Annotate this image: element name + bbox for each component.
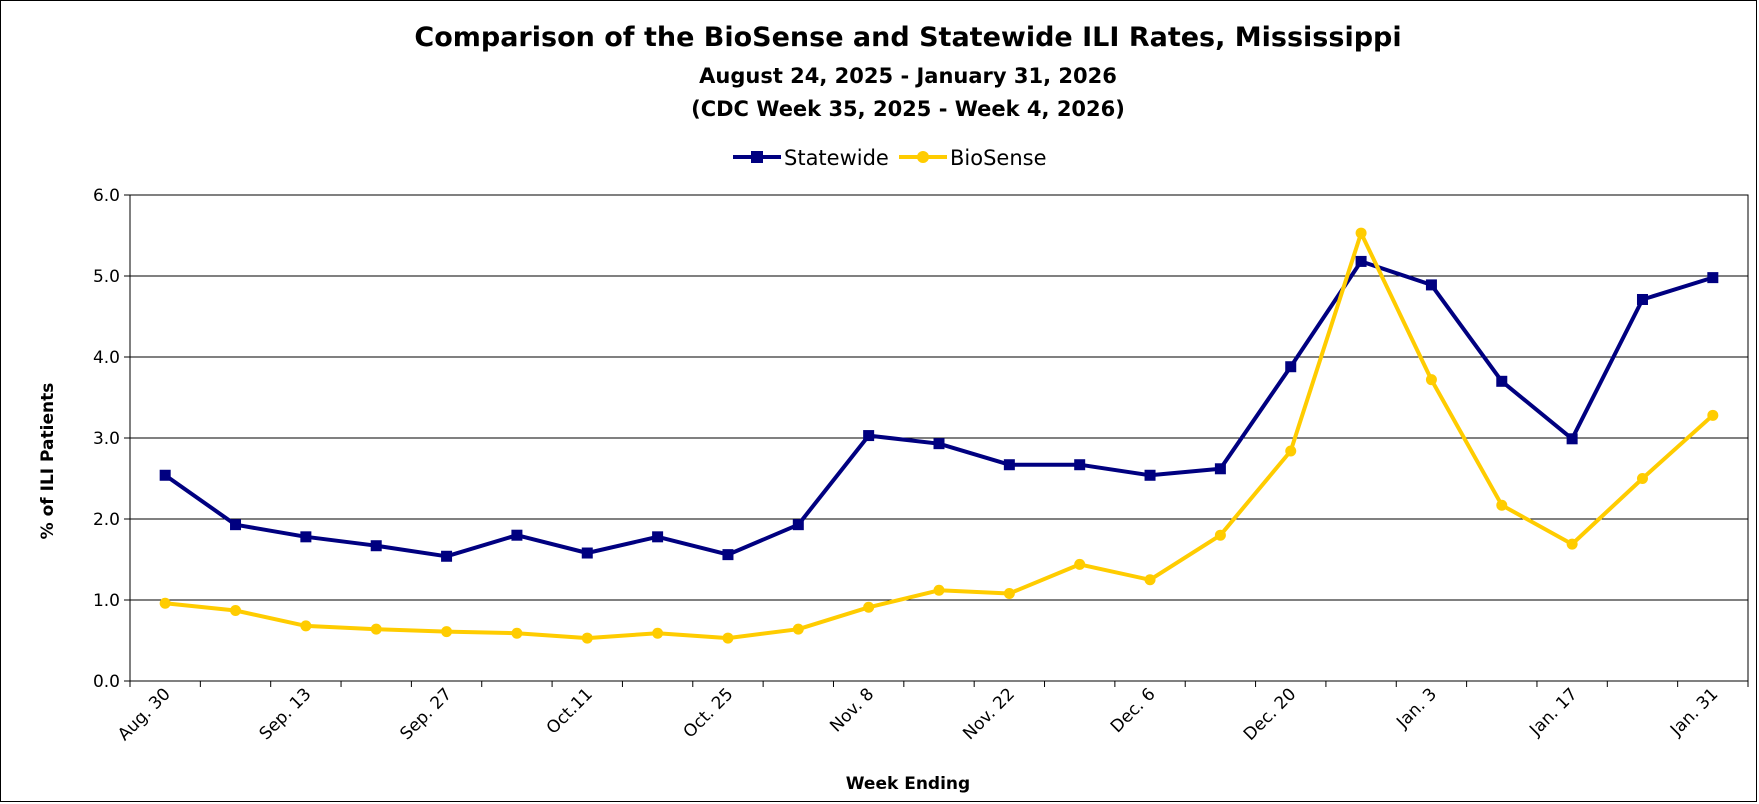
data-point-biosense (1074, 558, 1086, 570)
data-point-biosense (581, 632, 593, 644)
data-point-biosense (1214, 529, 1226, 541)
data-point-biosense (1144, 574, 1156, 586)
data-point-statewide (511, 529, 523, 541)
legend: Statewide BioSense (733, 146, 1047, 170)
data-point-statewide (1003, 459, 1015, 471)
y-tick-label: 2.0 (93, 510, 120, 530)
data-point-statewide (863, 430, 875, 442)
data-point-biosense (1566, 538, 1578, 550)
data-point-biosense (863, 601, 875, 613)
x-tick-label: Jan. 31 (1666, 684, 1722, 740)
y-tick-label: 3.0 (93, 429, 120, 449)
legend-biosense-label: BioSense (950, 146, 1047, 170)
data-point-statewide (1214, 463, 1226, 475)
plot-area (129, 194, 1749, 682)
data-point-statewide (300, 531, 312, 543)
data-point-statewide (1566, 433, 1578, 445)
x-tick-label: Sep. 13 (256, 684, 316, 744)
data-point-statewide (792, 519, 804, 531)
data-point-biosense (441, 626, 453, 638)
legend-biosense-marker (917, 151, 929, 163)
data-point-statewide (1355, 255, 1367, 267)
data-point-statewide (652, 531, 664, 543)
series-markers (159, 227, 1719, 644)
data-point-biosense (722, 632, 734, 644)
data-point-statewide (581, 547, 593, 559)
data-point-biosense (159, 597, 171, 609)
data-point-biosense (230, 605, 242, 617)
y-tick-label: 1.0 (93, 591, 120, 611)
data-point-biosense (300, 620, 312, 632)
y-tick-label: 6.0 (93, 186, 120, 206)
data-point-statewide (1285, 361, 1297, 373)
data-point-biosense (652, 627, 664, 639)
data-point-biosense (933, 584, 945, 596)
series-line-statewide (164, 259, 1714, 559)
data-point-biosense (1003, 588, 1015, 600)
x-axis-title: Week Ending (846, 774, 970, 794)
x-tick-label: Dec. 20 (1240, 684, 1300, 744)
data-point-statewide (933, 438, 945, 450)
data-point-statewide (230, 519, 242, 531)
data-point-biosense (792, 623, 804, 635)
data-point-statewide (441, 550, 453, 562)
series-lines (164, 231, 1715, 641)
data-point-biosense (1425, 374, 1437, 386)
data-point-biosense (1285, 445, 1297, 457)
x-tick-label: Jan. 3 (1392, 684, 1441, 733)
y-axis-title: % of ILI Patients (38, 383, 58, 540)
y-tick-label: 5.0 (93, 267, 120, 287)
data-point-statewide (1425, 279, 1437, 291)
data-point-statewide (370, 540, 382, 552)
y-tick-label: 4.0 (93, 348, 120, 368)
data-point-statewide (1496, 375, 1508, 387)
y-tick-labels: 0.0 1.0 2.0 3.0 4.0 5.0 6.0 (93, 186, 120, 692)
series-line-biosense (164, 231, 1715, 641)
chart-title: Comparison of the BioSense and Statewide… (414, 22, 1401, 53)
chart-subtitle-weeks: (CDC Week 35, 2025 - Week 4, 2026) (691, 97, 1125, 121)
data-point-statewide (722, 549, 734, 561)
data-point-statewide (1636, 293, 1648, 305)
data-point-biosense (1707, 409, 1719, 421)
x-tick-label: Aug. 30 (114, 684, 175, 745)
x-tick-label: Sep. 27 (396, 684, 456, 744)
chart-subtitle: August 24, 2025 - January 31, 2026 (699, 64, 1117, 88)
data-point-biosense (370, 623, 382, 635)
data-point-statewide (1707, 272, 1719, 284)
y-tick-label: 0.0 (93, 672, 120, 692)
data-point-statewide (1144, 469, 1156, 481)
x-tick-label: Oct. 25 (680, 684, 738, 742)
x-tick-label: Nov. 8 (826, 684, 878, 736)
legend-statewide-label: Statewide (784, 146, 889, 170)
x-tick-label: Oct.11 (543, 684, 597, 738)
data-point-statewide (1074, 459, 1086, 471)
x-tick-label: Dec. 6 (1107, 684, 1160, 737)
data-point-statewide (159, 469, 171, 481)
data-point-biosense (1496, 499, 1508, 511)
legend-statewide-marker (751, 151, 763, 163)
x-tick-labels: Aug. 30 Sep. 13 Sep. 27 Oct.11 Oct. 25 Nov. 8… (114, 684, 1722, 745)
data-point-biosense (1636, 473, 1648, 484)
data-point-biosense (511, 627, 523, 639)
data-point-biosense (1355, 227, 1367, 239)
x-tick-label: Jan. 17 (1525, 684, 1581, 740)
x-tick-label: Nov. 22 (959, 684, 1019, 744)
